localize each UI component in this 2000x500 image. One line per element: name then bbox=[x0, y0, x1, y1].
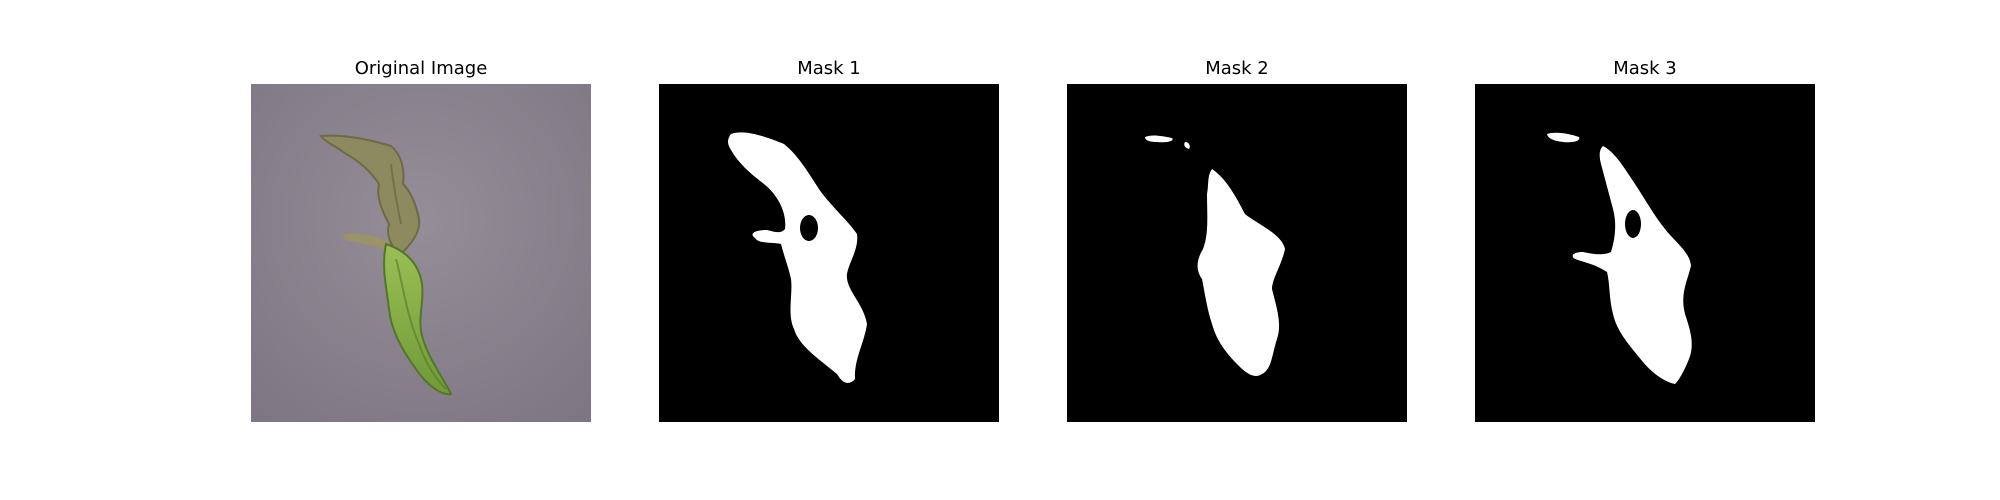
mask-3-shape bbox=[1572, 146, 1692, 384]
mask-1-shape bbox=[728, 132, 867, 383]
leaf-vein-dry bbox=[390, 163, 402, 225]
mask-2-fragment bbox=[1145, 135, 1173, 143]
mask-image bbox=[1067, 84, 1407, 422]
mask-2-fragment bbox=[1184, 142, 1190, 149]
mask-3-hole bbox=[1625, 210, 1641, 238]
original-photo bbox=[251, 84, 591, 422]
mask-1-hole bbox=[800, 215, 818, 241]
leaf-vein bbox=[395, 258, 447, 390]
panel-mask-1: Mask 1 bbox=[659, 0, 999, 500]
panel-mask-3: Mask 3 bbox=[1475, 0, 1815, 500]
mask-3-fragment bbox=[1547, 132, 1580, 143]
mask-2-svg bbox=[1067, 84, 1407, 422]
leaf-hook bbox=[343, 233, 389, 250]
mask-2-shape bbox=[1197, 169, 1285, 377]
panel-title: Mask 3 bbox=[1613, 58, 1677, 79]
panel-title: Original Image bbox=[354, 58, 488, 79]
panel-title: Mask 1 bbox=[797, 58, 861, 79]
mask-image bbox=[659, 84, 999, 422]
panel-title: Mask 2 bbox=[1205, 58, 1269, 79]
panel-original-image: Original Image bbox=[251, 0, 591, 500]
mask-1-svg bbox=[659, 84, 999, 422]
mask-image bbox=[1475, 84, 1815, 422]
mask-3-svg bbox=[1475, 84, 1815, 422]
leaf-photo bbox=[251, 84, 591, 422]
panel-mask-2: Mask 2 bbox=[1067, 0, 1407, 500]
